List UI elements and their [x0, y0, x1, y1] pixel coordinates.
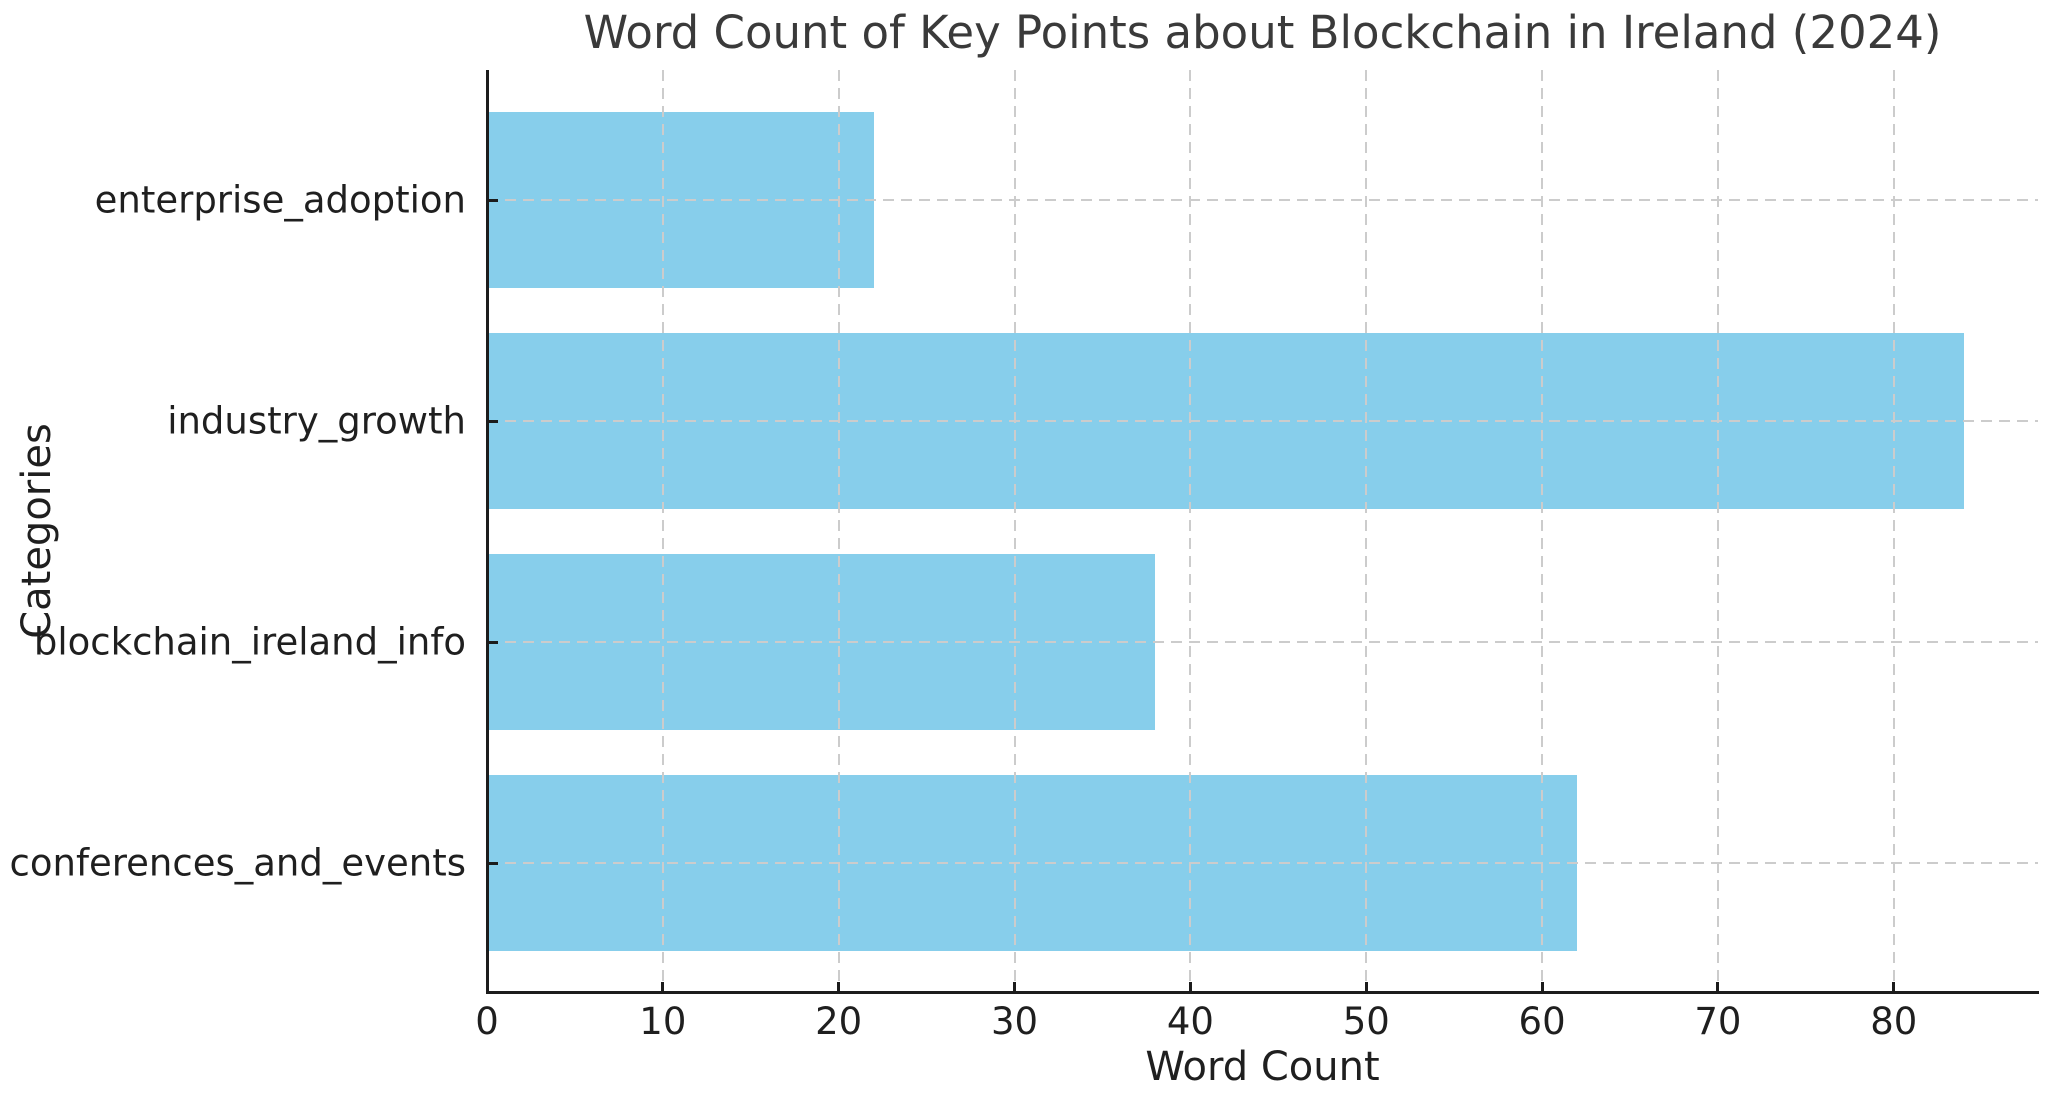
grid-line-vertical: [1013, 70, 1016, 993]
x-tick-mark: [661, 982, 665, 993]
grid-line-vertical: [1716, 70, 1719, 993]
y-tick-mark: [487, 640, 498, 644]
x-axis-label: Word Count: [1145, 1044, 1380, 1090]
y-tick-label: conferences_and_events: [9, 841, 466, 885]
y-tick-label: enterprise_adoption: [94, 178, 466, 222]
x-tick-mark: [1540, 982, 1544, 993]
x-tick-label: 80: [1870, 1000, 1918, 1043]
x-tick-label: 50: [1342, 1000, 1390, 1043]
grid-line-vertical: [837, 70, 840, 993]
grid-line-vertical: [1189, 70, 1192, 993]
y-tick-mark: [487, 198, 498, 202]
grid-line-horizontal: [487, 420, 2038, 422]
grid-line-vertical: [1892, 70, 1895, 993]
grid-line-horizontal: [487, 641, 2038, 643]
x-tick-mark: [1188, 982, 1192, 993]
y-tick-mark: [487, 861, 498, 865]
x-tick-label: 70: [1694, 1000, 1742, 1043]
grid-line-vertical: [1365, 70, 1368, 993]
grid-line-vertical: [1541, 70, 1544, 993]
x-tick-mark: [1716, 982, 1720, 993]
x-tick-mark: [837, 982, 841, 993]
y-axis-label: Categories: [14, 423, 60, 639]
x-tick-label: 10: [639, 1000, 687, 1043]
x-tick-mark: [485, 982, 489, 993]
x-tick-mark: [1364, 982, 1368, 993]
x-tick-label: 20: [815, 1000, 863, 1043]
chart-title: Word Count of Key Points about Blockchai…: [583, 6, 1942, 59]
y-tick-label: industry_growth: [167, 399, 466, 443]
x-tick-label: 0: [475, 1000, 499, 1043]
x-tick-label: 30: [991, 1000, 1039, 1043]
grid-line-vertical: [661, 70, 664, 993]
y-tick-mark: [487, 419, 498, 423]
x-tick-mark: [1013, 982, 1017, 993]
grid-line-horizontal: [487, 862, 2038, 864]
plot-area: [485, 70, 2039, 994]
x-tick-mark: [1892, 982, 1896, 993]
y-tick-label: blockchain_ireland_info: [33, 620, 466, 664]
y-axis-spine: [486, 70, 489, 993]
x-tick-label: 60: [1518, 1000, 1566, 1043]
grid-line-horizontal: [487, 199, 2038, 201]
x-tick-label: 40: [1166, 1000, 1214, 1043]
x-axis-spine: [486, 991, 2039, 994]
